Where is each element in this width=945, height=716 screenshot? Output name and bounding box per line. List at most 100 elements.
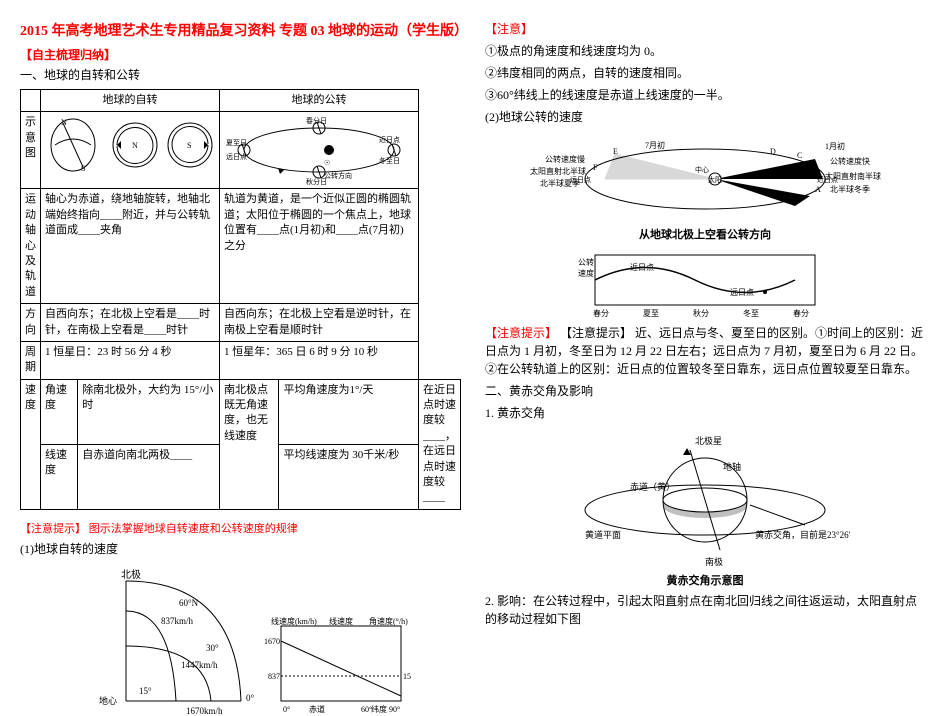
svg-text:837km/h: 837km/h (161, 616, 194, 626)
svg-text:F: F (593, 163, 598, 172)
row-axis-label: 运动轴心及轨道 (21, 189, 41, 304)
svg-text:冬至: 冬至 (743, 308, 759, 318)
svg-text:15: 15 (403, 672, 411, 681)
rotation-speed-diagram-box: 北极 60°N 837km/h 30° 1447km/h 0° 1670km/h… (20, 566, 461, 716)
row-lin-label: 线速度 (41, 444, 78, 509)
th-rotation: 地球的自转 (41, 90, 220, 112)
svg-text:北极: 北极 (121, 568, 141, 581)
svg-text:公转速度快: 公转速度快 (830, 156, 870, 166)
rotation-speed-diagram: 北极 60°N 837km/h 30° 1447km/h 0° 1670km/h… (71, 566, 411, 716)
section2: 二、黄赤交角及影响 (485, 382, 925, 400)
row-ang-rot: 除南北极外，大约为 15°/小时 (78, 379, 220, 444)
svg-text:远日点: 远日点 (570, 176, 591, 184)
svg-text:夏至日: 夏至日 (226, 139, 247, 147)
svg-text:B: B (815, 167, 820, 176)
row-ang-rev: 平均角速度为1°/天 (279, 379, 419, 444)
row-dir-label: 方向 (21, 304, 41, 342)
row-mid: 南北极点既无角速度，也无线速度 (220, 379, 279, 509)
section-black: 一、地球的自转和公转 (20, 66, 461, 83)
svg-text:公转方向: 公转方向 (324, 171, 352, 180)
svg-text:地轴: 地轴 (723, 461, 741, 472)
row-axis-rot: 轴心为赤道，绕地轴旋转，地轴北端始终指向____附近，并与公转轨道面成____夹… (41, 189, 220, 304)
svg-text:北极星: 北极星 (695, 435, 722, 446)
svg-text:60°N: 60°N (179, 598, 199, 608)
svg-text:D: D (770, 147, 776, 156)
svg-text:春分日: 春分日 (306, 116, 327, 125)
svg-text:1670km/h: 1670km/h (186, 706, 223, 716)
svg-text:1670: 1670 (264, 637, 280, 646)
svg-text:角速度(°/h): 角速度(°/h) (369, 616, 408, 626)
svg-text:北半球冬季: 北半球冬季 (830, 184, 870, 194)
svg-text:E: E (613, 147, 618, 156)
svg-text:冬至日: 冬至日 (379, 156, 400, 165)
row-dir-rot: 自西向东；在北极上空看是____时针，在南极上空看是____时针 (41, 304, 220, 342)
ecliptic-diagram: 北极星 赤道（黄） 地轴 黄道平面 黄赤交角，目前是23°26′ 南极 (555, 430, 855, 570)
row-period-rot: 1 恒星日：23 时 56 分 4 秒 (41, 341, 220, 379)
svg-text:远日点: 远日点 (730, 288, 754, 297)
sub2-1: 1. 黄赤交角 (485, 404, 925, 422)
svg-text:S: S (81, 164, 85, 173)
svg-text:赤道（黄）: 赤道（黄） (630, 481, 675, 492)
revolution-diagram-cell: ☉ 春分日 秋分日 夏至日 远日点 近日点 冬至日 公转方向 (220, 112, 419, 189)
revolution-diagram: ☉ 春分日 秋分日 夏至日 远日点 近日点 冬至日 公转方向 (224, 115, 414, 185)
note-line-2: ②纬度相同的两点，自转的速度相同。 (485, 64, 925, 82)
svg-text:太阳直射北半球: 太阳直射北半球 (530, 166, 586, 176)
row-lin-rot: 自赤道向南北两极____ (78, 444, 220, 509)
svg-text:A: A (815, 185, 821, 194)
sub2-2: 2. 影响：在公转过程中，引起太阳直射点在南北回归线之间往返运动，太阳直射点的移… (485, 592, 925, 628)
sub2: (2)地球公转的速度 (485, 108, 925, 126)
svg-text:春分: 春分 (793, 308, 809, 318)
svg-text:南极: 南极 (705, 556, 723, 567)
svg-text:太阳: 太阳 (708, 175, 722, 184)
svg-text:秋分: 秋分 (693, 308, 709, 318)
orbit-speed-diagram-box: 太阳 中心 D C B A E F 7月初 公转速度慢 太阳直射北半球 北半球夏… (485, 134, 925, 242)
svg-text:近日点: 近日点 (630, 262, 654, 272)
svg-text:线速度(km/h): 线速度(km/h) (271, 616, 317, 626)
svg-text:中心: 中心 (695, 165, 709, 174)
ecliptic-caption: 黄赤交角示意图 (485, 572, 925, 588)
svg-text:公转: 公转 (578, 257, 594, 267)
ecliptic-diagram-box: 北极星 赤道（黄） 地轴 黄道平面 黄赤交角，目前是23°26′ 南极 黄赤交角… (485, 430, 925, 588)
svg-text:N: N (132, 141, 138, 150)
row-lin-rev: 平均线速度为 30千米/秒 (279, 444, 419, 509)
season-curve: 近日点 远日点 公转 速度 春分 夏至 秋分 冬至 春分 (575, 250, 835, 320)
row-period-label: 周期 (21, 341, 41, 379)
row-speed-label: 速度 (21, 379, 41, 509)
svg-text:1月初: 1月初 (825, 141, 845, 151)
row-axis-rev: 轨道为黄道，是一个近似正圆的椭圆轨道；太阳位于椭圆的一个焦点上，地球位置有___… (220, 189, 419, 304)
svg-text:近日点: 近日点 (379, 135, 400, 144)
svg-text:纬度: 纬度 (371, 704, 387, 714)
note-red-2: 【注意提示】 【注意提示】 近、远日点与冬、夏至日的区别。①时间上的区别：近日点… (485, 324, 925, 378)
svg-text:0°: 0° (246, 693, 255, 703)
row-ang-label: 角速度 (41, 379, 78, 444)
orbit-speed-diagram: 太阳 中心 D C B A E F 7月初 公转速度慢 太阳直射北半球 北半球夏… (515, 134, 895, 224)
svg-text:837: 837 (268, 672, 280, 681)
svg-text:线速度: 线速度 (329, 616, 353, 626)
svg-text:0°: 0° (283, 705, 290, 714)
svg-text:春分: 春分 (593, 308, 609, 318)
comparison-table: 地球的自转 地球的公转 示意图 N S N S (20, 89, 461, 510)
main-title: 2015 年高考地理艺术生专用精品复习资料 专题 03 地球的运动（学生版） (20, 20, 461, 40)
svg-text:近日点: 近日点 (817, 175, 838, 184)
svg-text:速度: 速度 (578, 268, 594, 278)
right-column: 【注意】 ①极点的角速度和线速度均为 0。 ②纬度相同的两点，自转的速度相同。 … (485, 20, 925, 648)
svg-text:1447km/h: 1447km/h (181, 660, 218, 670)
note-hint-1: 【注意提示】 图示法掌握地球自转速度和公转速度的规律 (20, 520, 461, 536)
svg-text:赤道: 赤道 (309, 704, 325, 714)
svg-text:30°: 30° (206, 643, 219, 653)
svg-text:黄赤交角，目前是23°26′: 黄赤交角，目前是23°26′ (755, 529, 851, 540)
orbit-caption: 从地球北极上空看公转方向 (485, 226, 925, 242)
svg-text:90°: 90° (389, 705, 400, 714)
svg-text:15°: 15° (139, 686, 152, 696)
note-line-3: ③60°纬线上的线速度是赤道上线速度的一半。 (485, 86, 925, 104)
section-red: 【自主梳理归纳】 (20, 46, 461, 63)
svg-text:N: N (61, 118, 67, 127)
row-rev-note: 在近日点时速度较____，在远日点时速度较____ (419, 379, 461, 509)
sub1: (1)地球自转的速度 (20, 540, 461, 558)
svg-text:地心: 地心 (99, 695, 117, 706)
note-line-1: ①极点的角速度和线速度均为 0。 (485, 42, 925, 60)
svg-text:夏至: 夏至 (643, 309, 659, 318)
svg-text:黄道平面: 黄道平面 (585, 529, 621, 540)
th-revolution: 地球的公转 (220, 90, 419, 112)
svg-text:☉: ☉ (324, 159, 330, 167)
